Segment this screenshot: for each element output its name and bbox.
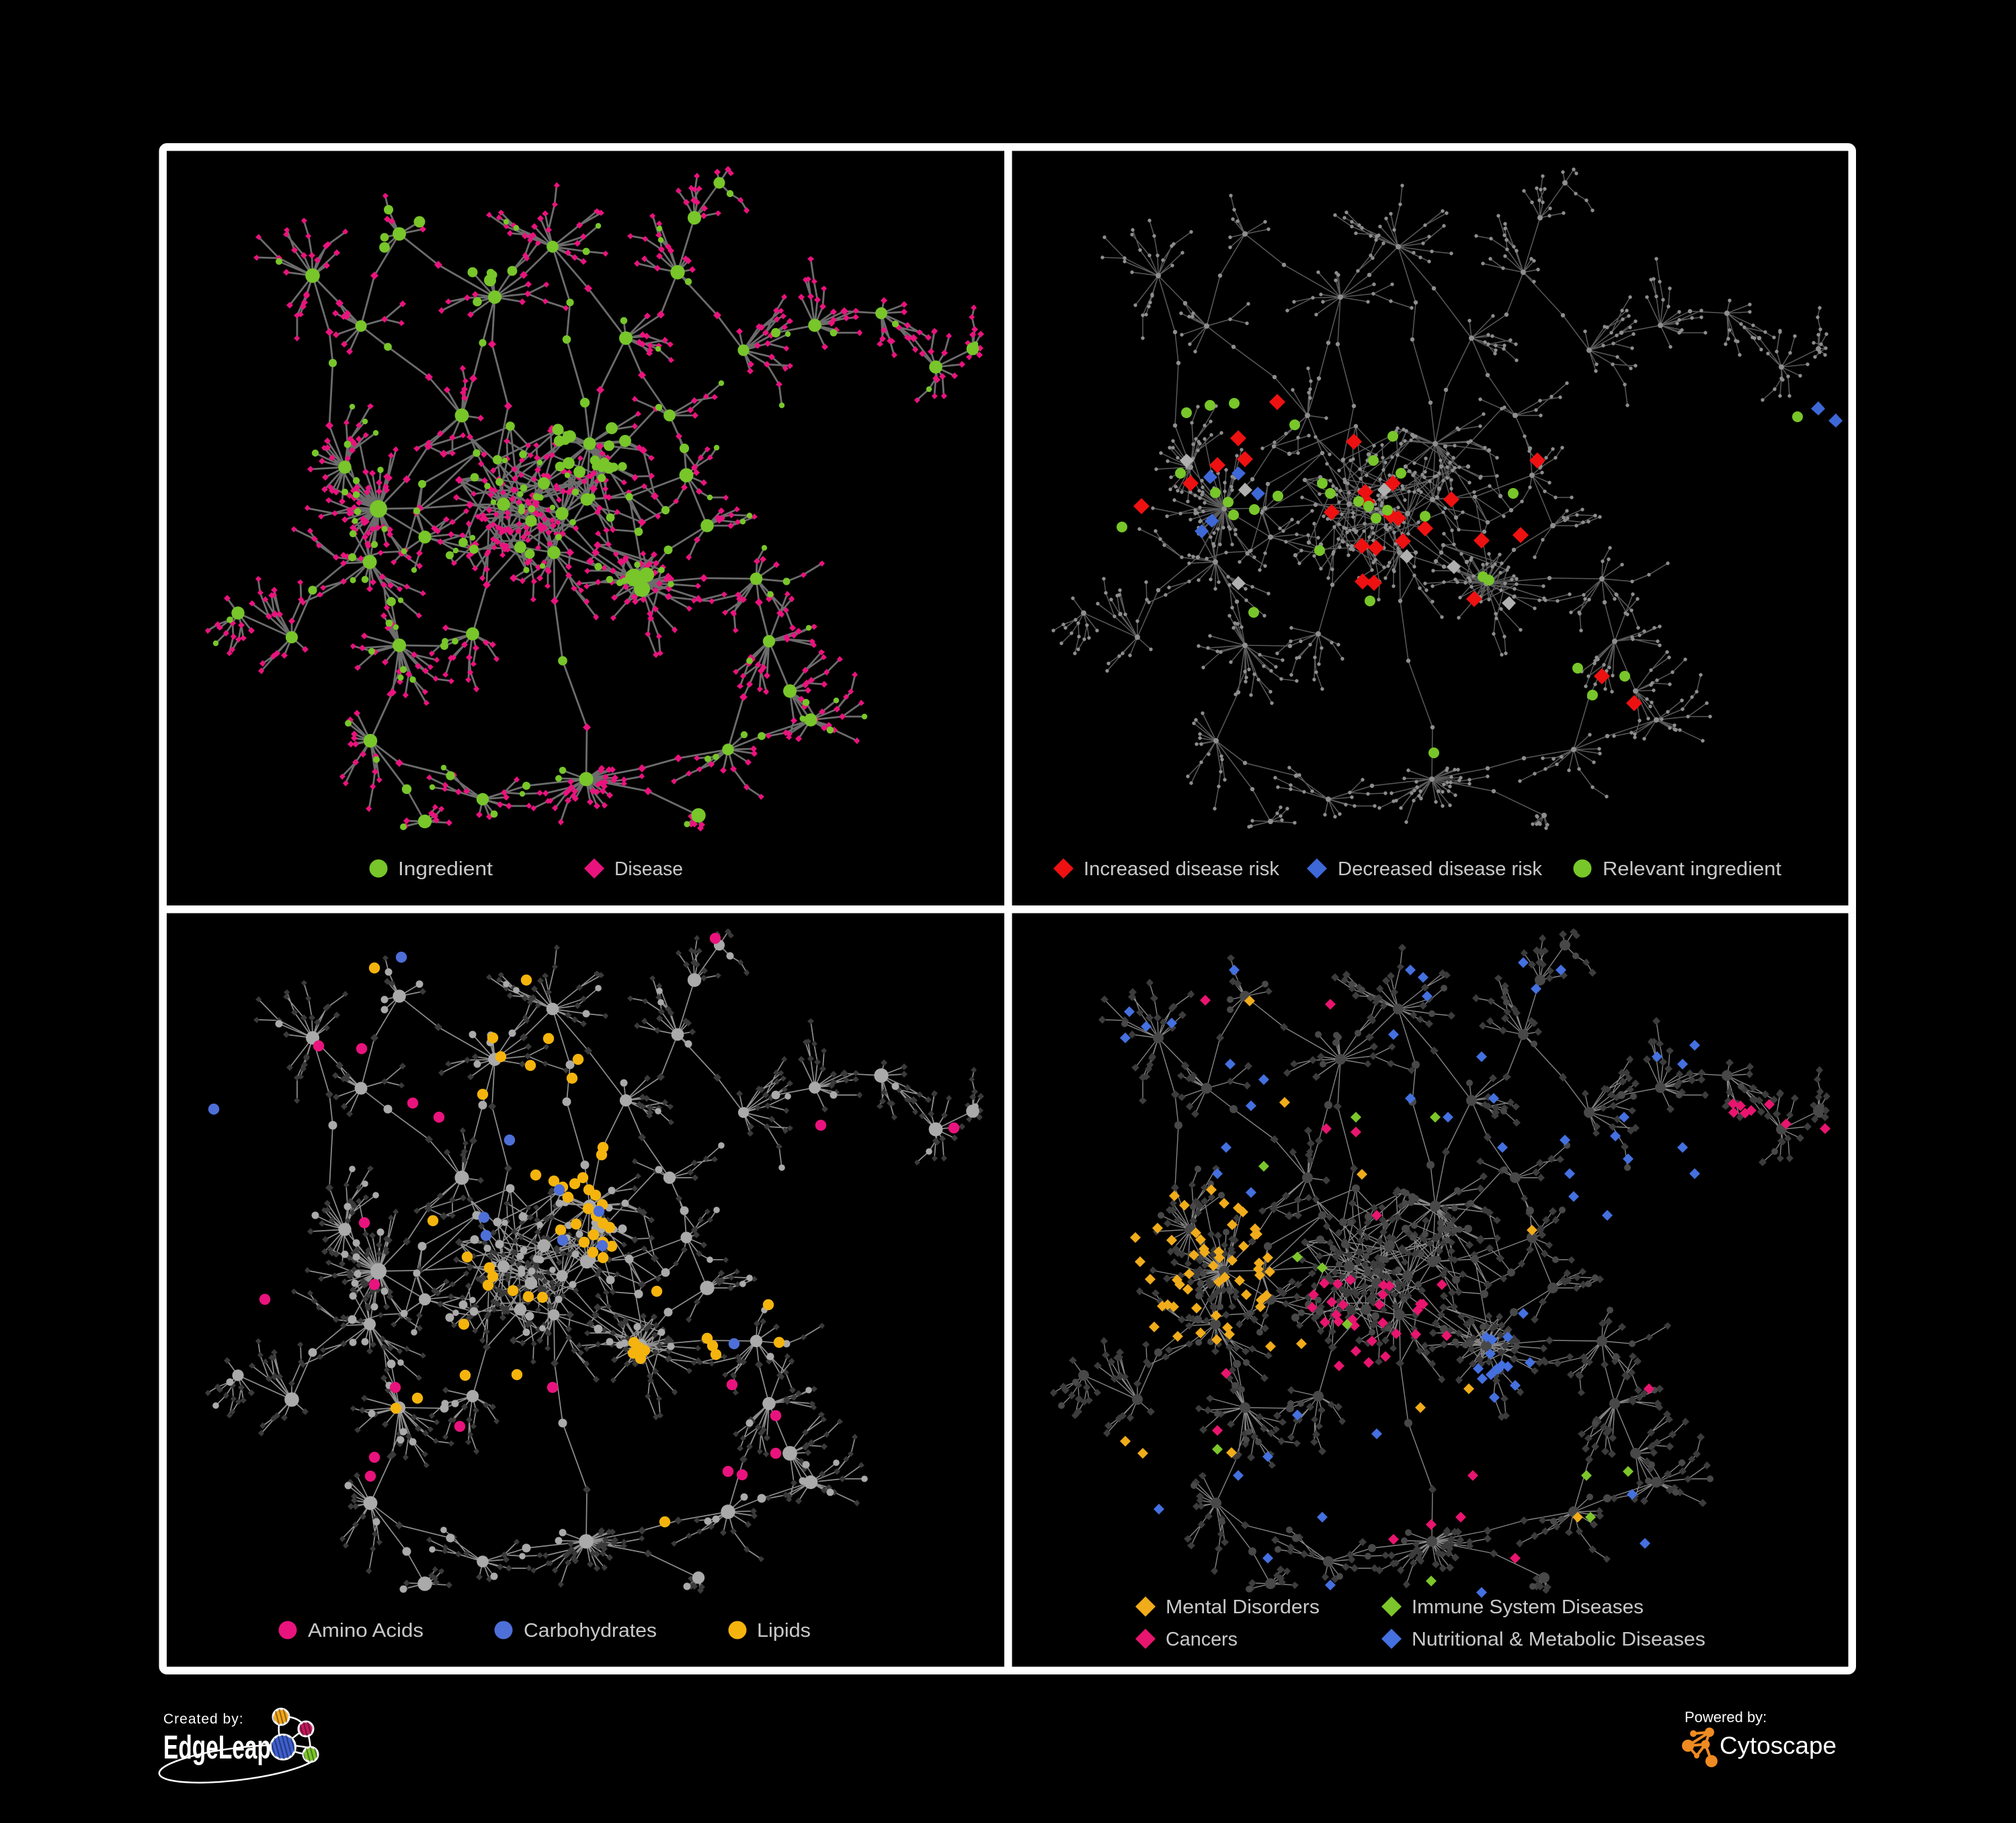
svg-text:Cancers: Cancers: [1166, 1629, 1238, 1650]
svg-text:Relevant ingredient: Relevant ingredient: [1603, 858, 1781, 880]
svg-text:Powered by:: Powered by:: [1685, 1709, 1767, 1726]
svg-text:Mental Disorders: Mental Disorders: [1166, 1596, 1320, 1618]
svg-text:Cytoscape: Cytoscape: [1720, 1732, 1837, 1759]
svg-text:Ingredient: Ingredient: [398, 858, 493, 880]
svg-text:Carbohydrates: Carbohydrates: [524, 1620, 657, 1642]
svg-text:Nutritional & Metabolic Diseas: Nutritional & Metabolic Diseases: [1412, 1629, 1705, 1650]
svg-text:Increased disease risk: Increased disease risk: [1084, 858, 1280, 880]
svg-text:Lipids: Lipids: [757, 1620, 811, 1642]
svg-text:Created by:: Created by:: [163, 1711, 244, 1727]
svg-text:Amino Acids: Amino Acids: [308, 1620, 424, 1642]
svg-text:Immune System Diseases: Immune System Diseases: [1412, 1596, 1644, 1618]
svg-text:Decreased disease risk: Decreased disease risk: [1338, 858, 1542, 880]
svg-text:Disease: Disease: [614, 858, 683, 880]
